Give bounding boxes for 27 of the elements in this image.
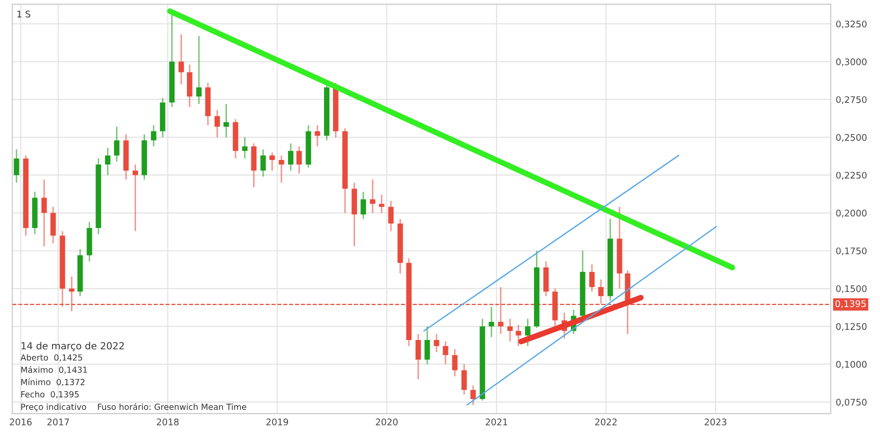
y-tick-label: 0,1000 <box>836 360 867 369</box>
annotation: Preço indicativo Fuso horário: Greenwich Mean Time <box>21 403 246 412</box>
y-tick-label: 0,3000 <box>836 58 867 66</box>
y-tick-label: 0,2000 <box>836 210 867 218</box>
x-tick-label: 2018 <box>156 418 179 426</box>
y-tick-label: 0,2250 <box>836 172 867 180</box>
y-tick-label: 0,1250 <box>836 323 867 331</box>
annotation: Aberto 0,1425 <box>20 354 82 362</box>
annotation: Fecho 0,1395 <box>21 391 79 398</box>
y-tick-label: 0,3250 <box>836 20 867 28</box>
annotation: 14 de março de 2022 <box>22 342 124 352</box>
x-tick-label: 2022 <box>595 418 617 426</box>
x-tick-label: 2019 <box>266 418 288 426</box>
x-tick-label: 2017 <box>47 418 69 426</box>
annotation: 1 S <box>17 10 30 18</box>
y-tick-label: 0,2500 <box>836 134 867 142</box>
y-tick-label: 0,1750 <box>836 247 867 256</box>
x-tick-label: 2016 <box>10 418 32 426</box>
y-tick-label: 0,0750 <box>836 398 867 406</box>
y-tick-label: 0,2750 <box>836 96 867 104</box>
annotation: Máximo 0,1431 <box>21 366 87 374</box>
x-tick-label: 2023 <box>704 418 726 426</box>
annotation: Mínimo 0,1372 <box>21 378 84 386</box>
x-tick-label: 2021 <box>486 418 508 426</box>
x-tick-label: 2020 <box>376 418 398 426</box>
ref-line-label: 0,1395 <box>835 300 866 308</box>
y-tick-label: 0,1500 <box>836 285 867 294</box>
